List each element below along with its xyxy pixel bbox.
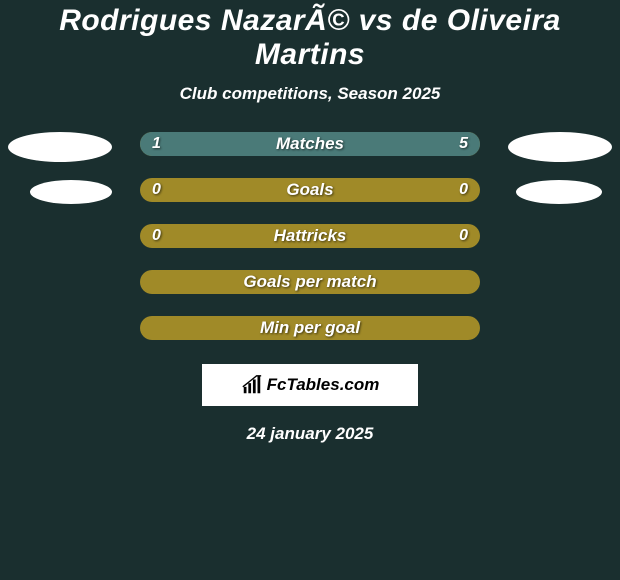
- stats-area: Matches15Goals00Hattricks00Goals per mat…: [0, 132, 620, 340]
- page-title: Rodrigues NazarÃ© vs de Oliveira Martins: [0, 4, 620, 72]
- comparison-card: Rodrigues NazarÃ© vs de Oliveira Martins…: [0, 0, 620, 444]
- stat-row: Goals per match: [140, 270, 480, 294]
- chart-icon: [241, 374, 263, 396]
- stat-row: Min per goal: [140, 316, 480, 340]
- stat-label: Matches: [140, 132, 480, 156]
- subtitle: Club competitions, Season 2025: [0, 84, 620, 104]
- stat-row: Hattricks0 0: [140, 224, 480, 248]
- brand-box[interactable]: FcTables.com: [202, 364, 418, 406]
- stat-value-right: 0: [447, 224, 480, 248]
- silhouette-shape: [516, 180, 602, 204]
- stat-label: Goals: [140, 178, 480, 202]
- stat-label: Goals per match: [140, 270, 480, 294]
- stat-row: Goals0 0: [140, 178, 480, 202]
- silhouette-shape: [508, 132, 612, 162]
- stat-label: Min per goal: [140, 316, 480, 340]
- stat-value-left: 0: [140, 178, 173, 202]
- stat-value-left: 1: [140, 132, 173, 156]
- stat-value-right: 5: [447, 132, 480, 156]
- silhouette-shape: [30, 180, 112, 204]
- brand: FcTables.com: [241, 374, 380, 396]
- stat-value-right: 0: [447, 178, 480, 202]
- stat-label: Hattricks: [140, 224, 480, 248]
- date: 24 january 2025: [0, 424, 620, 444]
- stat-rows: Matches15Goals00Hattricks00Goals per mat…: [140, 132, 480, 340]
- stat-row: Matches1 5: [140, 132, 480, 156]
- brand-text: FcTables.com: [267, 375, 380, 395]
- silhouette-shape: [8, 132, 112, 162]
- stat-value-left: 0: [140, 224, 173, 248]
